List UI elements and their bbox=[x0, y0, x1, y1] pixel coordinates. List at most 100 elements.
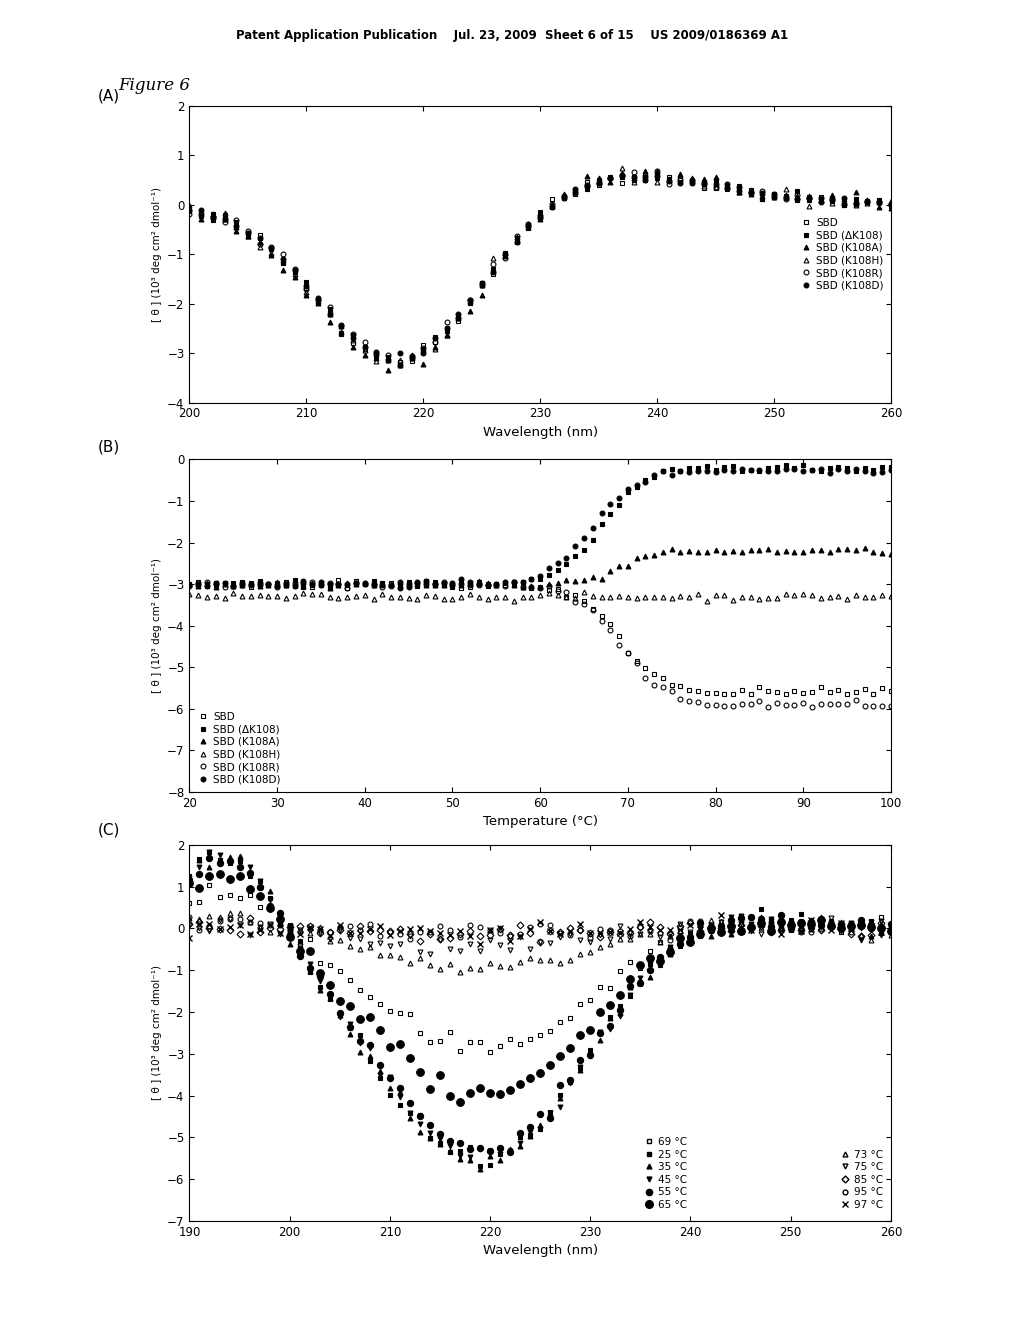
SBD (K108H) bbox=[806, 587, 818, 603]
Line: SBD (K108A): SBD (K108A) bbox=[187, 545, 893, 590]
75 °C bbox=[204, 923, 216, 939]
75 °C bbox=[424, 945, 436, 961]
73 °C bbox=[294, 935, 306, 950]
35 °C bbox=[294, 941, 306, 957]
Text: Patent Application Publication    Jul. 23, 2009  Sheet 6 of 15    US 2009/018636: Patent Application Publication Jul. 23, … bbox=[236, 29, 788, 42]
Line: SBD (K108D): SBD (K108D) bbox=[187, 466, 893, 590]
SBD (K108D) bbox=[578, 531, 590, 546]
85 °C bbox=[544, 924, 556, 940]
X-axis label: Temperature (°C): Temperature (°C) bbox=[482, 816, 598, 829]
SBD (K108H) bbox=[508, 593, 520, 609]
95 °C bbox=[204, 919, 216, 935]
25 °C bbox=[885, 919, 897, 935]
SBD (ΔK108) bbox=[885, 198, 897, 214]
SBD bbox=[615, 176, 628, 191]
55 °C bbox=[204, 850, 216, 866]
SBD (K108R) bbox=[306, 574, 318, 590]
SBD (K108D) bbox=[347, 330, 359, 346]
69 °C bbox=[885, 919, 897, 935]
75 °C bbox=[534, 935, 546, 950]
SBD (K108H) bbox=[718, 586, 730, 602]
69 °C bbox=[294, 936, 306, 952]
Line: SBD: SBD bbox=[187, 172, 893, 364]
SBD bbox=[183, 577, 196, 593]
Line: 73 °C: 73 °C bbox=[187, 911, 893, 974]
SBD (K108D) bbox=[762, 463, 774, 479]
85 °C bbox=[864, 927, 877, 942]
95 °C bbox=[384, 924, 396, 940]
SBD bbox=[569, 186, 582, 202]
Y-axis label: [ θ ] (10³ deg cm² dmol⁻¹): [ θ ] (10³ deg cm² dmol⁻¹) bbox=[152, 558, 162, 693]
SBD (K108R) bbox=[347, 326, 359, 342]
85 °C bbox=[625, 924, 637, 940]
75 °C bbox=[864, 919, 877, 935]
SBD (ΔK108) bbox=[324, 301, 336, 317]
25 °C bbox=[544, 1104, 556, 1119]
73 °C bbox=[183, 909, 196, 925]
SBD bbox=[806, 684, 818, 700]
65 °C bbox=[544, 1057, 556, 1073]
SBD (K108A) bbox=[382, 363, 394, 379]
Line: SBD: SBD bbox=[187, 578, 893, 697]
97 °C bbox=[715, 907, 727, 923]
SBD (ΔK108) bbox=[806, 462, 818, 478]
SBD (K108H) bbox=[324, 306, 336, 322]
SBD bbox=[578, 594, 590, 610]
SBD (K108R) bbox=[797, 696, 809, 711]
SBD (K108D) bbox=[885, 462, 897, 478]
75 °C bbox=[824, 909, 837, 925]
69 °C bbox=[864, 919, 877, 935]
Line: 95 °C: 95 °C bbox=[187, 915, 893, 942]
SBD (K108A) bbox=[440, 327, 453, 343]
SBD (K108H) bbox=[885, 587, 897, 603]
SBD (ΔK108) bbox=[324, 579, 336, 595]
45 °C bbox=[835, 920, 847, 936]
95 °C bbox=[885, 924, 897, 940]
45 °C bbox=[204, 845, 216, 861]
35 °C bbox=[474, 1160, 486, 1176]
SBD bbox=[347, 335, 359, 351]
SBD bbox=[183, 201, 196, 216]
25 °C bbox=[183, 869, 196, 884]
45 °C bbox=[294, 941, 306, 957]
95 °C bbox=[604, 923, 616, 939]
SBD (K108A) bbox=[324, 581, 336, 597]
35 °C bbox=[625, 979, 637, 995]
SBD (K108R) bbox=[393, 358, 406, 374]
35 °C bbox=[204, 858, 216, 874]
45 °C bbox=[625, 987, 637, 1003]
97 °C bbox=[885, 923, 897, 939]
SBD (K108R) bbox=[710, 697, 722, 713]
SBD bbox=[631, 653, 643, 669]
SBD (K108A) bbox=[814, 191, 826, 207]
95 °C bbox=[524, 919, 537, 935]
85 °C bbox=[294, 917, 306, 933]
73 °C bbox=[835, 915, 847, 931]
97 °C bbox=[183, 929, 196, 945]
55 °C bbox=[183, 873, 196, 888]
85 °C bbox=[885, 923, 897, 939]
55 °C bbox=[625, 978, 637, 994]
65 °C bbox=[885, 923, 897, 939]
SBD (K108R) bbox=[440, 314, 453, 330]
35 °C bbox=[885, 923, 897, 939]
SBD (K108A) bbox=[183, 197, 196, 213]
Line: SBD (ΔK108): SBD (ΔK108) bbox=[187, 174, 893, 367]
73 °C bbox=[864, 932, 877, 948]
75 °C bbox=[835, 923, 847, 939]
SBD (K108D) bbox=[631, 477, 643, 492]
SBD (K108D) bbox=[815, 461, 827, 477]
SBD (K108A) bbox=[797, 544, 809, 560]
85 °C bbox=[183, 916, 196, 932]
SBD (K108R) bbox=[833, 696, 845, 711]
75 °C bbox=[284, 920, 296, 936]
SBD (ΔK108) bbox=[578, 543, 590, 558]
35 °C bbox=[183, 869, 196, 884]
SBD (K108H) bbox=[587, 589, 599, 605]
SBD (ΔK108) bbox=[183, 203, 196, 219]
55 °C bbox=[213, 855, 225, 871]
97 °C bbox=[474, 936, 486, 952]
95 °C bbox=[665, 932, 677, 948]
35 °C bbox=[835, 919, 847, 935]
73 °C bbox=[885, 927, 897, 942]
